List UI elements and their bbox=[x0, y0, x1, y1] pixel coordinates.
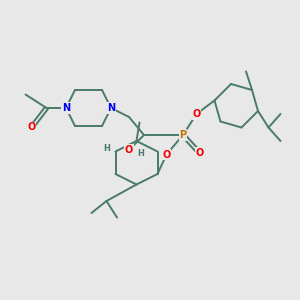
Text: O: O bbox=[27, 122, 36, 133]
Text: N: N bbox=[62, 103, 70, 113]
Text: H: H bbox=[103, 144, 110, 153]
Text: O: O bbox=[192, 109, 201, 119]
Text: O: O bbox=[195, 148, 204, 158]
Text: O: O bbox=[162, 149, 171, 160]
Text: P: P bbox=[179, 130, 187, 140]
Text: H: H bbox=[137, 149, 144, 158]
Text: O: O bbox=[125, 145, 133, 155]
Text: N: N bbox=[107, 103, 115, 113]
